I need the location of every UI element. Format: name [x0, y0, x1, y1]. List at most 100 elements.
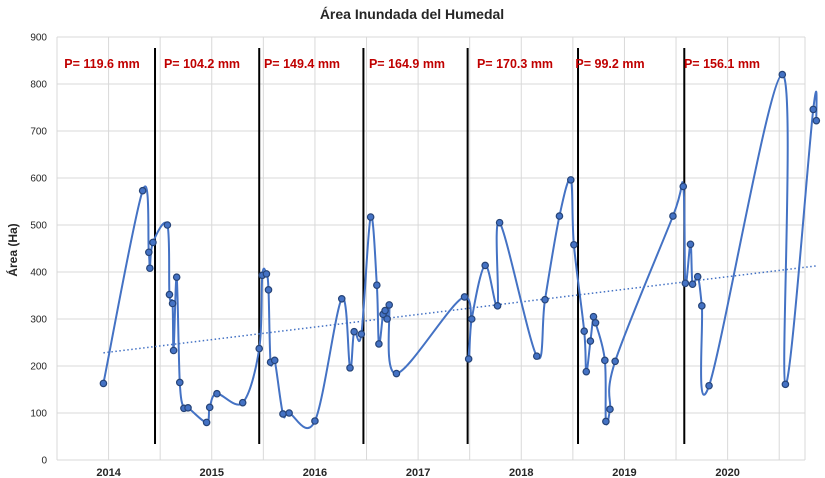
data-point	[264, 286, 273, 294]
precipitation-label: P= 170.3 mm	[477, 57, 553, 71]
data-point	[467, 315, 476, 323]
data-point	[145, 248, 153, 257]
data-point	[169, 346, 178, 355]
data-point	[175, 378, 184, 387]
y-axis-ticks: 0 100 200 300 400 500 600 700 800 900	[30, 33, 47, 467]
data-point	[262, 270, 271, 278]
precipitation-label: P= 156.1 mm	[684, 57, 760, 71]
data-point	[337, 294, 346, 303]
data-point	[601, 356, 609, 365]
data-point	[165, 290, 174, 299]
series-path	[102, 73, 818, 430]
y-tick-label: 800	[30, 80, 47, 91]
y-tick-label: 400	[30, 268, 47, 279]
data-point	[383, 315, 391, 323]
y-tick-label: 500	[30, 221, 47, 232]
y-tick-label: 300	[30, 315, 47, 326]
data-point	[778, 70, 787, 79]
y-axis-label: Área (Ha)	[5, 223, 20, 276]
data-point	[460, 293, 469, 301]
data-point	[213, 389, 221, 398]
data-point	[698, 302, 706, 310]
data-point	[580, 327, 589, 336]
x-tick-label: 2018	[509, 467, 533, 478]
data-point	[591, 318, 600, 327]
data-point	[693, 272, 702, 281]
data-point	[688, 280, 697, 289]
trendline	[103, 265, 817, 354]
x-tick-label: 2020	[715, 467, 739, 478]
x-tick-label: 2019	[612, 467, 636, 478]
data-point	[385, 301, 394, 309]
x-tick-label: 2015	[200, 467, 224, 478]
y-tick-label: 600	[30, 174, 47, 185]
data-point	[541, 295, 549, 304]
data-point	[285, 409, 293, 417]
data-point	[311, 417, 319, 425]
data-point	[350, 327, 358, 336]
data-point	[149, 238, 157, 247]
period-separators	[154, 48, 686, 444]
data-point	[606, 405, 614, 414]
precipitation-label: P= 164.9 mm	[369, 57, 445, 71]
data-point	[589, 312, 598, 321]
x-tick-label: 2017	[406, 467, 430, 478]
data-point	[781, 380, 790, 389]
data-point	[705, 381, 713, 390]
data-point	[602, 417, 610, 426]
precipitation-labels: P= 119.6 mm P= 104.2 mm P= 149.4 mm P= 164.…	[64, 57, 760, 71]
data-point	[809, 105, 818, 114]
data-point	[495, 218, 504, 227]
data-point	[570, 240, 578, 249]
data-point	[586, 337, 595, 345]
data-point	[555, 212, 564, 220]
y-tick-label: 100	[30, 409, 47, 420]
data-point	[202, 418, 211, 427]
data-point	[255, 344, 264, 353]
data-point	[163, 221, 172, 229]
y-tick-label: 0	[41, 456, 47, 467]
x-axis-ticks: 2014 2015 2016 2017 2018 2019 2020	[96, 467, 740, 478]
x-tick-label: 2014	[96, 467, 121, 478]
data-point	[357, 330, 366, 338]
data-point	[464, 355, 473, 363]
data-point	[392, 369, 401, 378]
data-point	[611, 357, 619, 366]
data-point	[686, 240, 695, 249]
precipitation-label: P= 119.6 mm	[64, 57, 139, 71]
data-point	[481, 261, 489, 270]
data-point	[279, 410, 287, 418]
data-point	[172, 273, 181, 281]
data-point	[138, 186, 147, 195]
data-point	[381, 306, 389, 315]
data-point	[146, 264, 154, 273]
precipitation-label: P= 149.4 mm	[264, 57, 340, 71]
data-point	[168, 299, 177, 308]
data-point	[366, 213, 375, 221]
data-point	[812, 116, 821, 125]
data-point	[270, 356, 279, 365]
data-point	[205, 403, 214, 412]
y-tick-label: 700	[30, 127, 47, 138]
data-point	[679, 182, 688, 191]
data-point	[532, 352, 541, 360]
chart-title: Área Inundada del Humedal	[320, 6, 504, 22]
data-point	[669, 212, 677, 220]
gridlines	[56, 36, 806, 461]
y-tick-label: 200	[30, 362, 47, 373]
data-point	[493, 302, 502, 310]
precipitation-label: P= 99.2 mm	[575, 57, 644, 71]
data-point	[375, 340, 383, 348]
data-point	[238, 398, 247, 407]
data-point	[681, 279, 690, 288]
series-points	[99, 70, 821, 427]
trend-line	[103, 265, 817, 354]
data-point	[346, 364, 354, 372]
y-tick-label: 900	[30, 33, 47, 44]
precipitation-label: P= 104.2 mm	[164, 57, 240, 71]
data-point	[582, 367, 591, 376]
data-point	[373, 281, 381, 289]
data-point	[99, 379, 108, 388]
series-line	[102, 73, 818, 430]
